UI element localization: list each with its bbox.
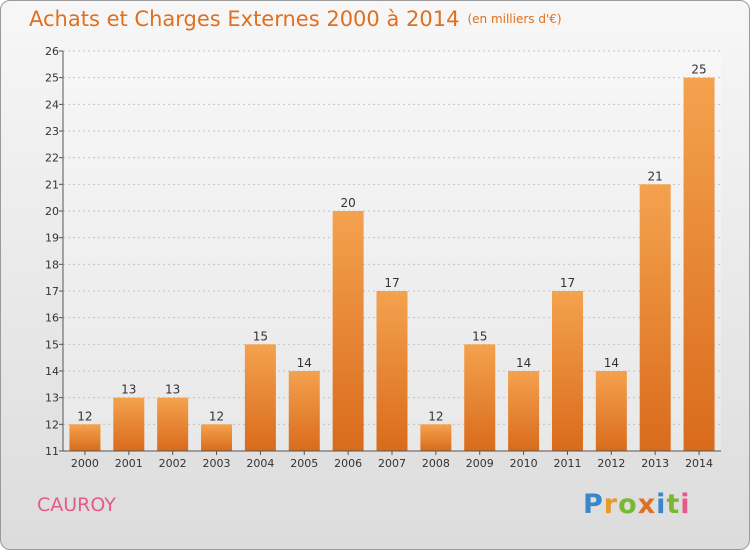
y-tick-label: 12 — [45, 418, 59, 431]
x-tick-label: 2009 — [466, 457, 494, 470]
y-tick-label: 24 — [45, 98, 59, 111]
x-tick-label: 2010 — [510, 457, 538, 470]
logo-letter: P — [583, 489, 604, 520]
y-tick-label: 11 — [45, 445, 59, 458]
y-tick-label: 25 — [45, 72, 59, 85]
y-tick-label: 26 — [45, 45, 59, 58]
chart-title: Achats et Charges Externes 2000 à 2014 (e… — [29, 7, 562, 31]
x-tick-label: 2013 — [641, 457, 669, 470]
bar — [332, 211, 364, 451]
x-tick-label: 2008 — [422, 457, 450, 470]
bar — [420, 424, 452, 451]
bar — [201, 424, 233, 451]
y-tick-label: 14 — [45, 365, 59, 378]
chart-unit: (en milliers d'€) — [467, 12, 562, 26]
bar-value-label: 12 — [428, 409, 443, 423]
bar — [508, 371, 540, 451]
y-tick-label: 13 — [45, 392, 59, 405]
bar-value-label: 15 — [253, 329, 268, 343]
bar-value-label: 20 — [340, 196, 355, 210]
bar-value-label: 14 — [516, 356, 531, 370]
x-tick-label: 2012 — [597, 457, 625, 470]
y-tick-label: 15 — [45, 338, 59, 351]
x-tick-label: 2006 — [334, 457, 362, 470]
logo-letter: r — [603, 489, 619, 520]
x-tick-label: 2001 — [115, 457, 143, 470]
logo-letter: i — [656, 489, 667, 520]
bar — [69, 424, 101, 451]
bar — [288, 371, 320, 451]
y-tick-label: 21 — [45, 178, 59, 191]
y-tick-label: 22 — [45, 152, 59, 165]
proxiti-logo: Proxiti — [583, 489, 691, 520]
bar-value-label: 17 — [560, 276, 575, 290]
logo-letter: x — [637, 489, 657, 520]
bar-value-label: 17 — [384, 276, 399, 290]
bar-value-label: 14 — [297, 356, 312, 370]
x-tick-label: 2011 — [553, 457, 581, 470]
bar — [683, 77, 715, 452]
bar — [464, 344, 496, 451]
bar-value-label: 12 — [209, 409, 224, 423]
bar-value-label: 25 — [691, 63, 706, 77]
y-tick-label: 20 — [45, 205, 59, 218]
y-tick-label: 16 — [45, 312, 59, 325]
x-tick-label: 2005 — [290, 457, 318, 470]
chart-title-text: Achats et Charges Externes 2000 à 2014 — [29, 7, 460, 31]
y-tick-label: 19 — [45, 232, 59, 245]
logo-letter: i — [680, 489, 691, 520]
bar-value-label: 14 — [604, 356, 619, 370]
bar-value-label: 13 — [165, 383, 180, 397]
y-tick-label: 18 — [45, 258, 59, 271]
bar — [244, 344, 276, 451]
y-tick-label: 17 — [45, 285, 59, 298]
bar-value-label: 12 — [77, 409, 92, 423]
bar-value-label: 15 — [472, 329, 487, 343]
x-tick-label: 2007 — [378, 457, 406, 470]
x-tick-label: 2014 — [685, 457, 713, 470]
bar-value-label: 21 — [648, 169, 663, 183]
x-tick-label: 2000 — [71, 457, 99, 470]
bar — [157, 397, 189, 451]
x-tick-label: 2004 — [246, 457, 274, 470]
bar — [639, 184, 671, 452]
commune-name: CAUROY — [37, 494, 116, 516]
logo-letter: o — [618, 489, 638, 520]
x-tick-label: 2002 — [159, 457, 187, 470]
bar — [551, 291, 583, 451]
x-tick-label: 2003 — [203, 457, 231, 470]
y-tick-label: 23 — [45, 125, 59, 138]
bar — [113, 397, 145, 451]
logo-letter: t — [666, 489, 681, 520]
bar-value-label: 13 — [121, 383, 136, 397]
bar — [376, 291, 408, 451]
bar — [595, 371, 627, 451]
